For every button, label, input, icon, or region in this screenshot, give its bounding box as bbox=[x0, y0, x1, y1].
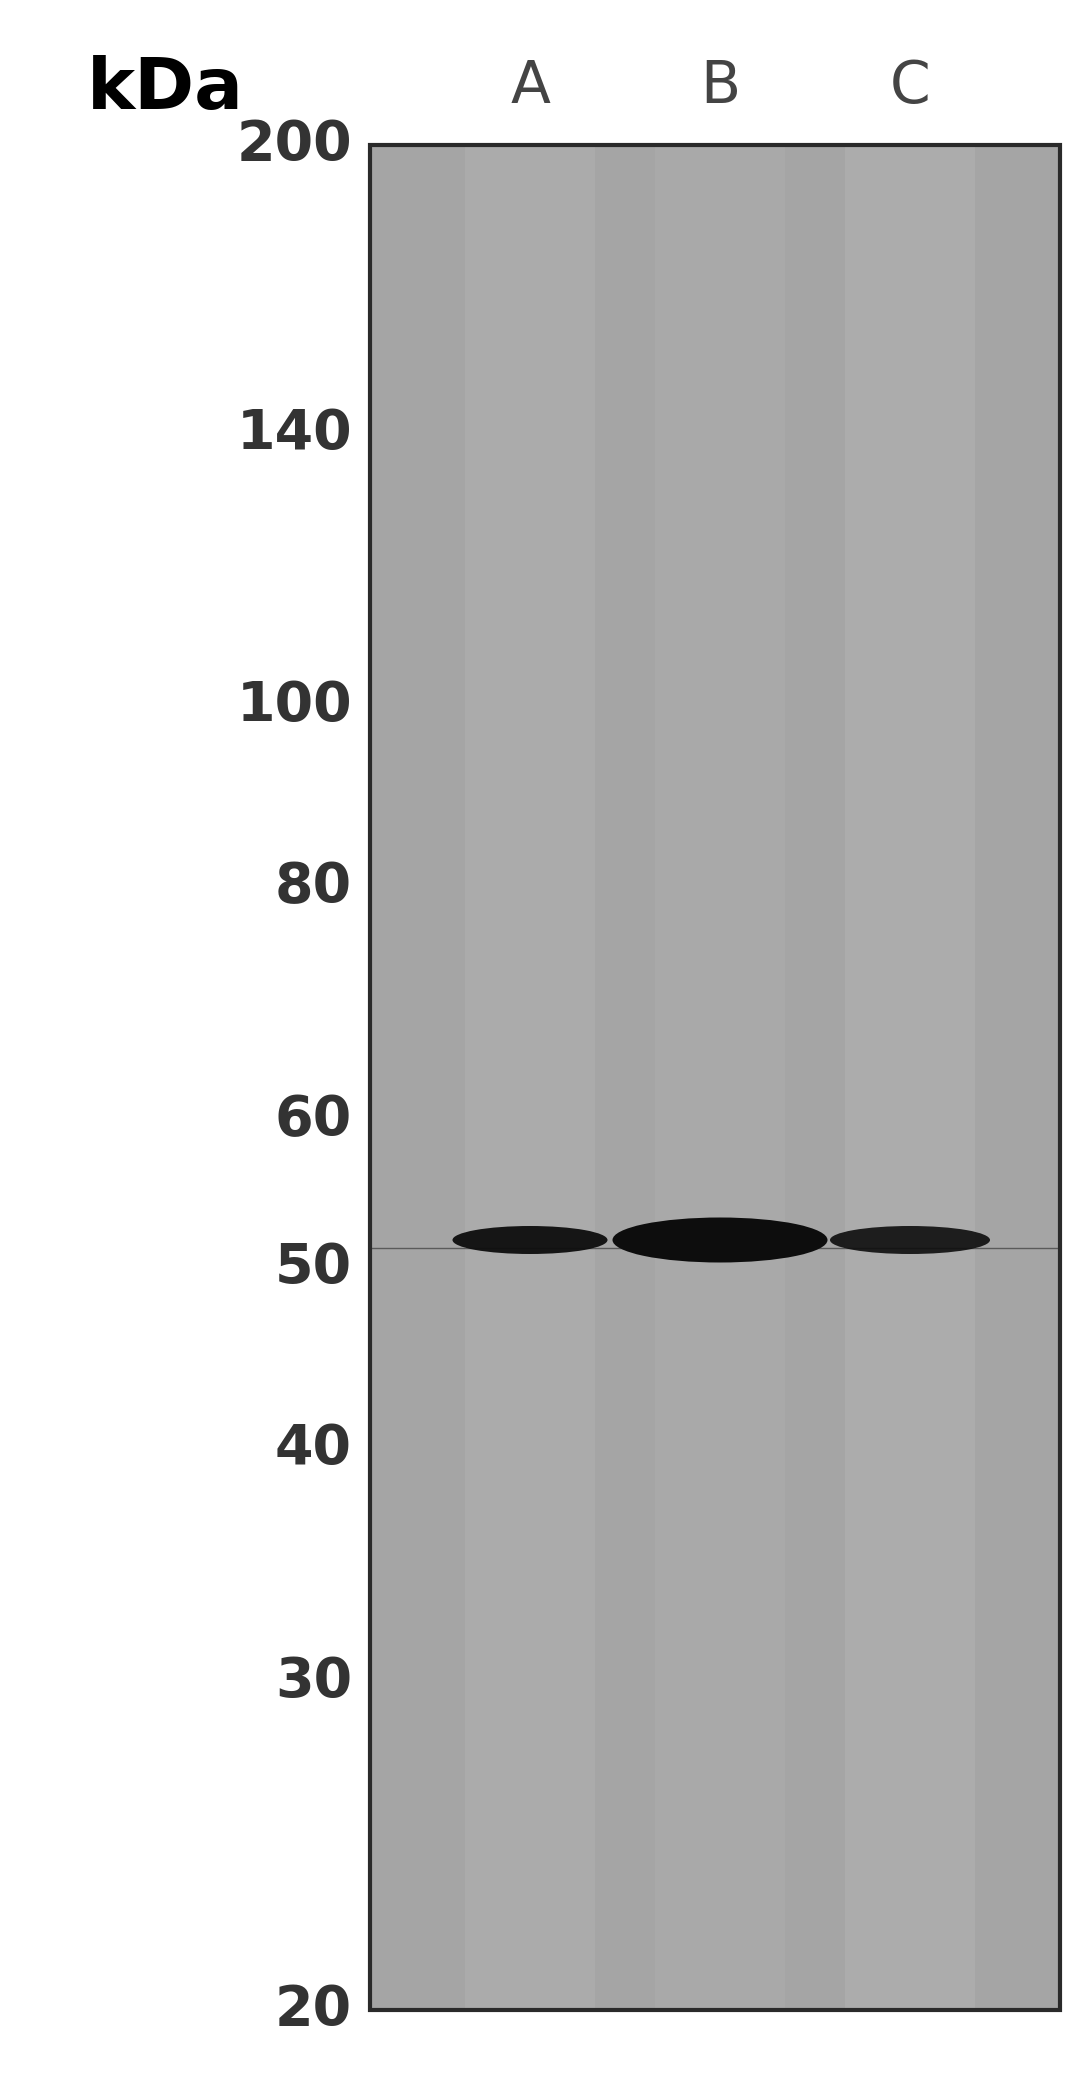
Text: 100: 100 bbox=[237, 679, 352, 733]
Bar bbox=[654, 145, 785, 2011]
Text: 80: 80 bbox=[275, 860, 352, 914]
Bar bbox=[845, 145, 975, 2011]
Ellipse shape bbox=[612, 1217, 827, 1263]
Text: 200: 200 bbox=[237, 118, 352, 172]
Text: 20: 20 bbox=[275, 1984, 352, 2038]
Ellipse shape bbox=[831, 1225, 990, 1255]
Text: B: B bbox=[700, 58, 740, 114]
Text: 30: 30 bbox=[275, 1655, 352, 1709]
Bar bbox=[370, 145, 1059, 2011]
Text: 50: 50 bbox=[275, 1240, 352, 1294]
Text: 40: 40 bbox=[275, 1421, 352, 1475]
Bar bbox=[465, 145, 595, 2011]
Bar bbox=[370, 145, 1059, 2011]
Text: kDa: kDa bbox=[86, 54, 243, 125]
Ellipse shape bbox=[453, 1225, 607, 1255]
Text: C: C bbox=[890, 58, 930, 114]
Text: A: A bbox=[510, 58, 550, 114]
Text: 140: 140 bbox=[237, 407, 352, 461]
Text: 60: 60 bbox=[274, 1093, 352, 1147]
